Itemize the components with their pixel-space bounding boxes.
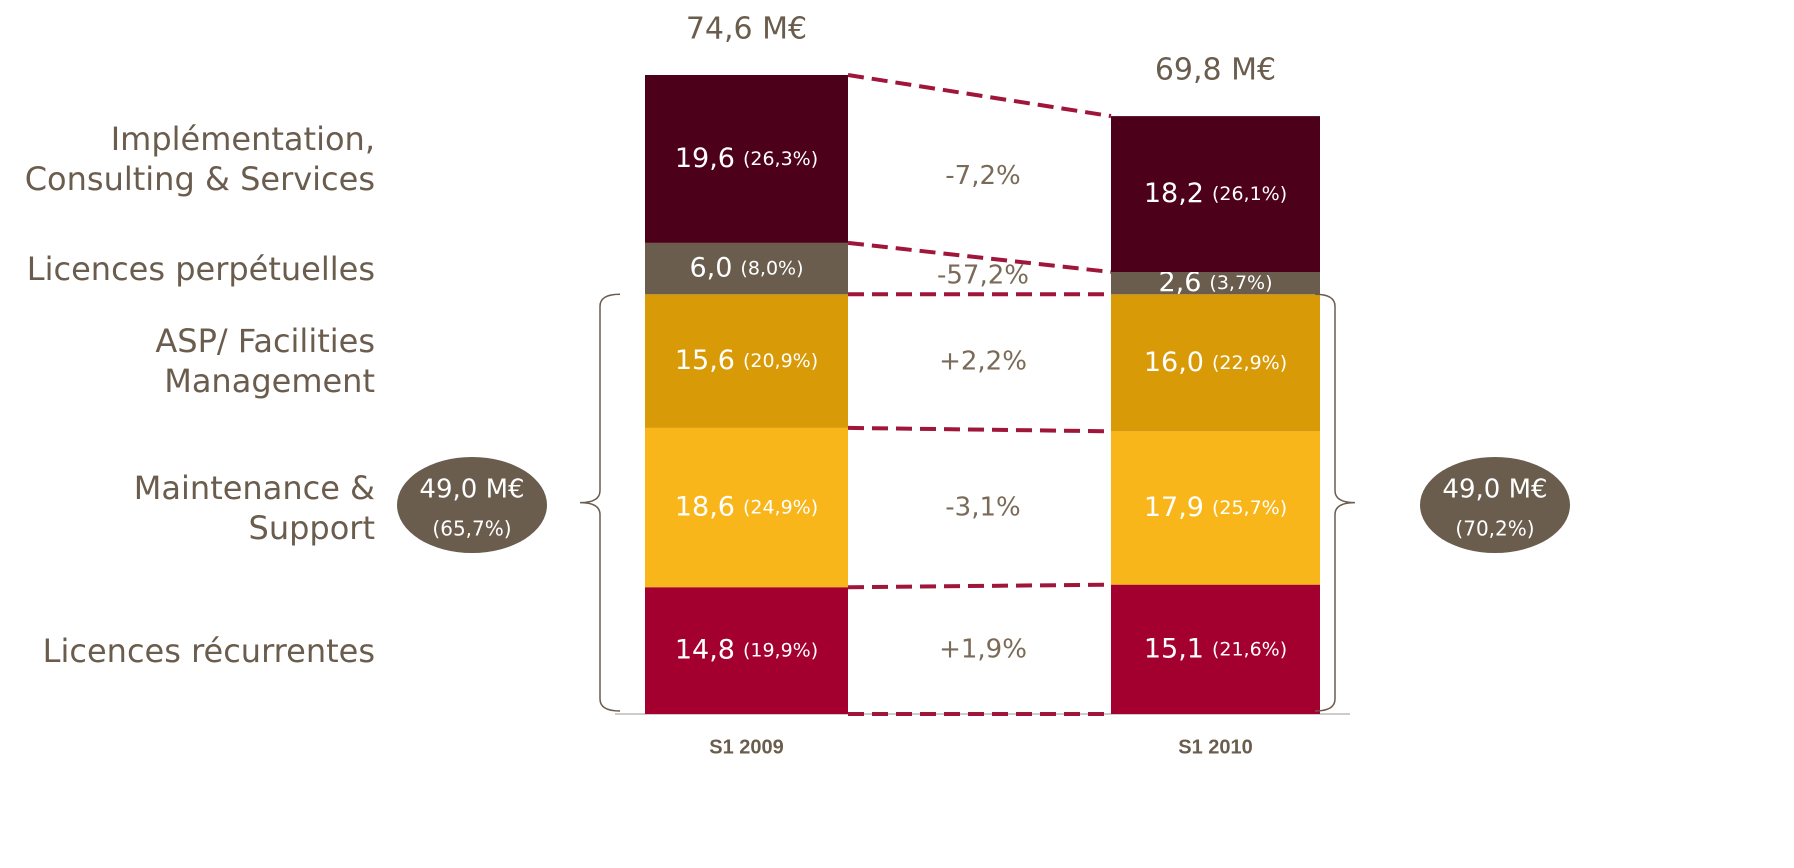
x-tick-label: S1 2009 [709, 736, 784, 758]
bar-segment [1111, 116, 1320, 273]
bar-segment [1111, 272, 1320, 295]
legend-label: Maintenance & Support [133, 468, 375, 547]
value-text: 18,2 [1144, 178, 1204, 209]
percent-text: (22,9%) [1212, 351, 1287, 373]
legend-label: Licences récurrentes [42, 631, 375, 670]
value-label: 17,9 (25,7%) [1144, 491, 1287, 522]
bar-segment [1111, 294, 1320, 432]
bar-segment [645, 75, 848, 243]
value-text: 14,8 [675, 634, 735, 665]
group-label: 49,0 M€ [1442, 475, 1547, 505]
bar-segment [645, 242, 848, 295]
value-label: 18,6 (24,9%) [675, 491, 818, 522]
percent-text: (21,6%) [1212, 638, 1287, 660]
percent-text: (20,9%) [743, 350, 818, 372]
value-text: 19,6 [675, 142, 735, 173]
group-share-label: (70,2%) [1455, 517, 1534, 541]
change-label: -7,2% [945, 161, 1020, 191]
legend-label: ASP/ Facilities Management [155, 322, 375, 401]
percent-text: (24,9%) [743, 496, 818, 518]
value-label: 19,6 (26,3%) [675, 142, 818, 173]
connector [847, 582, 1112, 590]
percent-text: (26,3%) [743, 147, 818, 169]
percent-text: (26,1%) [1212, 183, 1287, 205]
change-label: -57,2% [937, 260, 1029, 290]
value-label: 15,1 (21,6%) [1144, 633, 1287, 664]
bar-segment [645, 427, 848, 588]
percent-text: (3,7%) [1209, 272, 1272, 294]
value-label: 18,2 (26,1%) [1144, 178, 1287, 209]
total-label: 74,6 M€ [686, 12, 807, 47]
legend-label: Implémentation, Consulting & Services [24, 119, 375, 198]
connector [847, 425, 1112, 434]
value-text: 17,9 [1144, 491, 1204, 522]
percent-text: (19,9%) [743, 639, 818, 661]
connector [847, 240, 1112, 274]
connector [847, 73, 1112, 119]
value-label: 15,6 (20,9%) [675, 345, 818, 376]
total-label: 69,8 M€ [1155, 53, 1276, 88]
brace [579, 293, 621, 712]
value-label: 16,0 (22,9%) [1144, 346, 1287, 377]
group-share-label: (65,7%) [432, 517, 511, 541]
value-text: 6,0 [689, 252, 732, 283]
change-label: +2,2% [939, 346, 1027, 376]
bar-segment [1111, 584, 1320, 714]
change-label: -3,1% [945, 492, 1020, 522]
bar-segment [645, 294, 848, 428]
group-label: 49,0 M€ [419, 475, 524, 505]
value-text: 18,6 [675, 491, 735, 522]
group-badge [397, 457, 547, 553]
percent-text: (8,0%) [740, 257, 803, 279]
legend-label: Licences perpétuelles [26, 249, 375, 288]
bar-segment [645, 587, 848, 714]
group-badge [1420, 457, 1570, 553]
percent-text: (25,7%) [1212, 496, 1287, 518]
x-tick-label: S1 2010 [1178, 736, 1253, 758]
bar-segment [1111, 431, 1320, 585]
value-text: 15,6 [675, 345, 735, 376]
value-text: 15,1 [1144, 633, 1204, 664]
value-label: 14,8 (19,9%) [675, 634, 818, 665]
change-label: +1,9% [939, 634, 1027, 664]
brace [1314, 293, 1356, 712]
value-label: 6,0 (8,0%) [689, 252, 803, 283]
value-text: 16,0 [1144, 346, 1204, 377]
